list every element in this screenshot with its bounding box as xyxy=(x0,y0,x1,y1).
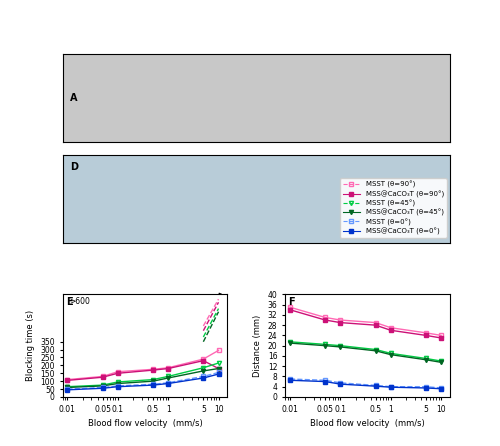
Legend: MSST (θ=90°), MSS@CaCO₃T (θ=90°), MSST (θ=45°), MSS@CaCO₃T (θ=45°), MSST (θ=0°),: MSST (θ=90°), MSS@CaCO₃T (θ=90°), MSST (… xyxy=(340,178,446,238)
Text: E: E xyxy=(66,297,72,307)
X-axis label: Blood flow velocity  (mm/s): Blood flow velocity (mm/s) xyxy=(310,419,425,428)
Y-axis label: Blocking time (s): Blocking time (s) xyxy=(26,310,35,381)
Text: A: A xyxy=(70,93,78,103)
Text: >600: >600 xyxy=(69,297,90,306)
Y-axis label: Distance (mm): Distance (mm) xyxy=(253,314,262,377)
Text: D: D xyxy=(70,162,78,172)
Text: F: F xyxy=(288,297,295,307)
X-axis label: Blood flow velocity  (mm/s): Blood flow velocity (mm/s) xyxy=(88,419,202,428)
